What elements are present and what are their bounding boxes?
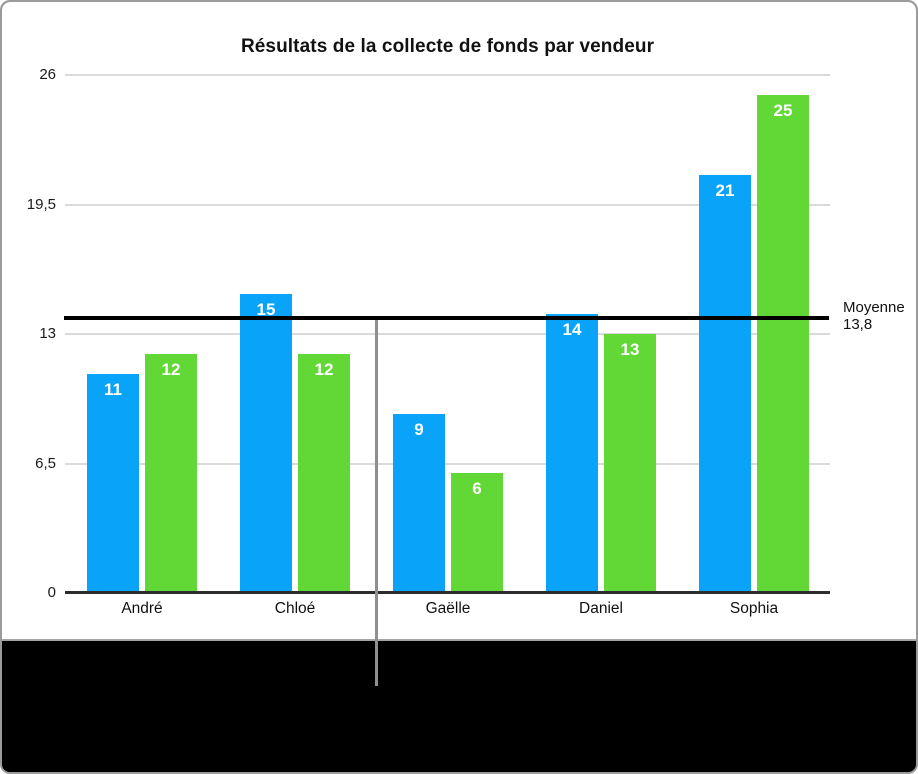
bar-series-1-gaëlle[interactable]: 9 — [393, 414, 445, 592]
y-axis-tick-label: 0 — [47, 584, 56, 601]
gridline — [65, 74, 830, 76]
average-line-label: Moyenne 13,8 — [843, 299, 905, 333]
gridline — [65, 333, 830, 335]
callout-pointer-line — [375, 320, 378, 686]
bar-value-label: 6 — [472, 479, 482, 498]
bar-value-label: 12 — [161, 360, 181, 379]
bar-series-1-sophia[interactable]: 21 — [699, 175, 751, 592]
y-axis-tick-label: 26 — [39, 66, 56, 83]
background-mat — [2, 643, 916, 772]
average-reference-line[interactable] — [64, 316, 829, 320]
bar-value-label: 12 — [314, 360, 334, 379]
bar-value-label: 15 — [256, 300, 276, 319]
chart-canvas: Résultats de la collecte de fonds par ve… — [2, 2, 916, 641]
x-axis-category-label: Daniel — [579, 600, 623, 617]
bar-value-label: 21 — [715, 181, 735, 200]
bar-series-1-chloé[interactable]: 15 — [240, 294, 292, 592]
bar-value-label: 13 — [620, 340, 640, 359]
bar-series-2-andré[interactable]: 12 — [145, 354, 197, 592]
y-axis-tick-label: 13 — [39, 325, 56, 342]
x-axis-category-label: Gaëlle — [425, 600, 471, 617]
bar-value-label: 11 — [104, 380, 122, 399]
y-axis-tick-label: 19,5 — [26, 196, 56, 213]
gridline — [65, 463, 830, 465]
x-axis-category-label: André — [121, 600, 163, 617]
bar-series-1-daniel[interactable]: 14 — [546, 314, 598, 592]
bar-value-label: 25 — [773, 101, 793, 120]
bar-value-label: 9 — [414, 420, 424, 439]
x-axis-line — [65, 591, 830, 594]
chart-title: Résultats de la collecte de fonds par ve… — [240, 36, 655, 57]
y-axis-tick-label: 6,5 — [35, 455, 56, 472]
gridline — [65, 204, 830, 206]
bar-series-2-sophia[interactable]: 25 — [757, 95, 809, 592]
bar-series-1-andré[interactable]: 11 — [87, 374, 139, 592]
bar-series-2-gaëlle[interactable]: 6 — [451, 473, 503, 592]
average-value-text: 13,8 — [843, 316, 873, 333]
x-axis-category-label: Sophia — [729, 600, 779, 617]
bar-value-label: 14 — [562, 320, 582, 339]
average-label-text: Moyenne — [843, 299, 905, 316]
bar-series-2-chloé[interactable]: 12 — [298, 354, 350, 592]
bar-series-2-daniel[interactable]: 13 — [604, 334, 656, 592]
x-axis-category-label: Chloé — [274, 600, 316, 617]
